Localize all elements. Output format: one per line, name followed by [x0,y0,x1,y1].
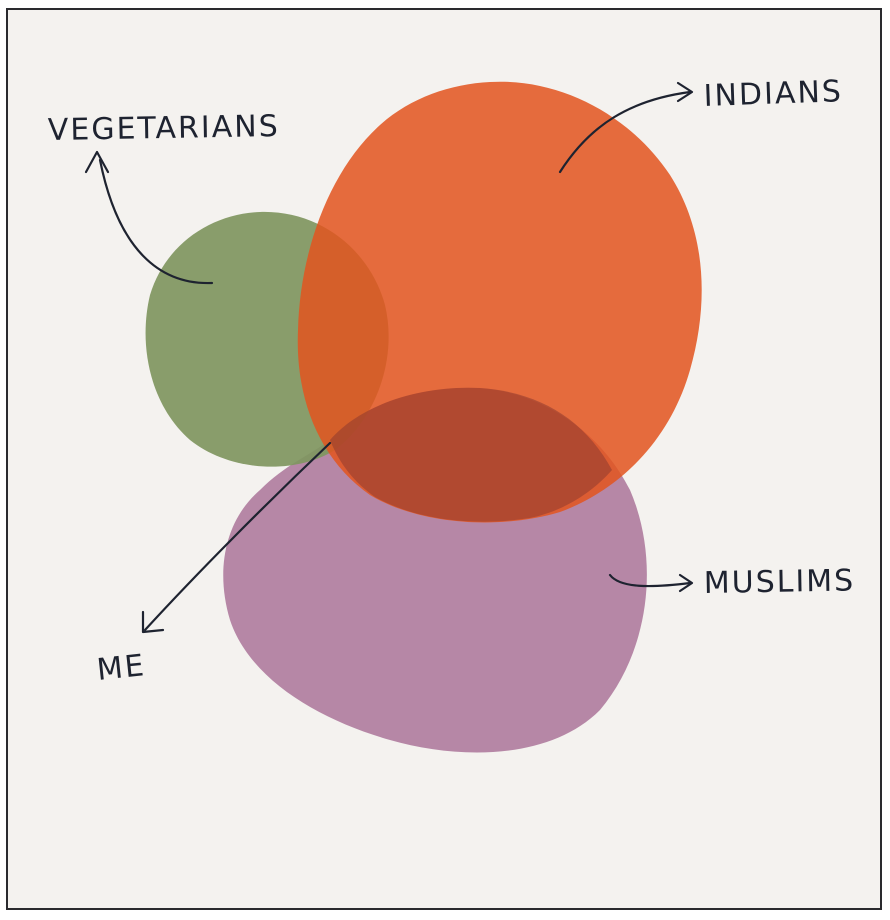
arrowhead-vegetarians [84,150,110,174]
label-me: ME [95,648,147,688]
arrow-vegetarians [98,158,214,285]
label-indians: INDIANS [703,74,843,114]
set-indians-muslims-overlap [330,387,612,522]
arrowhead-indians [676,81,694,103]
arrow-me [143,441,332,632]
label-muslims: MUSLIMS [704,563,856,601]
arrowhead-me [141,610,165,634]
arrowhead-muslims [678,573,694,593]
arrow-indians [558,90,692,174]
arrow-muslims [608,573,692,588]
label-vegetarians: VEGETARIANS [48,109,280,148]
